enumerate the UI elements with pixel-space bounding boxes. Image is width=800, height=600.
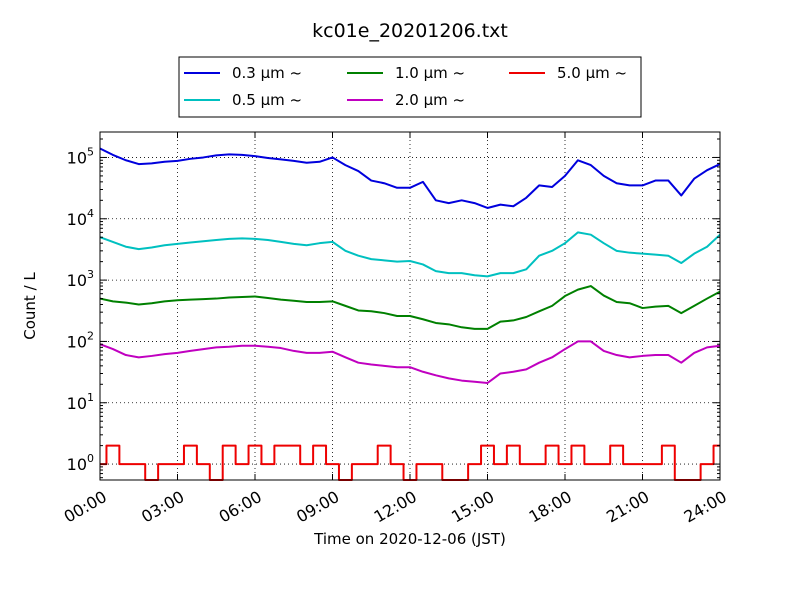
- series-line-3: [99, 285, 721, 330]
- x-axis-label: Time on 2020-12-06 (JST): [313, 530, 506, 548]
- y-axis-label: Count / L: [21, 272, 39, 340]
- x-tick-label: 12:00: [371, 487, 420, 527]
- legend-label: 5.0 μm ~: [557, 64, 627, 82]
- series-line-1: [99, 147, 721, 209]
- x-tick-label: 15:00: [448, 487, 497, 527]
- legend-label: 1.0 μm ~: [395, 64, 465, 82]
- y-tick-label: 105: [67, 145, 94, 167]
- grid: [100, 132, 720, 480]
- legend-box: [178, 56, 642, 118]
- x-tick-label: 03:00: [138, 487, 187, 527]
- y-tick-label: 104: [67, 207, 94, 229]
- x-tick-label: 21:00: [603, 487, 652, 527]
- legend-label: 0.3 μm ~: [232, 64, 302, 82]
- y-tick-label: 102: [67, 329, 94, 351]
- legend-label: 0.5 μm ~: [232, 91, 302, 109]
- x-tick-label: 06:00: [216, 487, 265, 527]
- x-tick-label: 24:00: [681, 487, 730, 527]
- series-line-2: [99, 231, 721, 278]
- x-tick-label: 09:00: [293, 487, 342, 527]
- legend: 0.3 μm ~ 0.5 μm ~ 1.0 μm ~ 2.0 μm ~ 5.0 μm ~: [178, 56, 642, 118]
- x-axis: 00:00 03:00 06:00 09:00 12:00 15:00 18:00 21:00…: [61, 132, 730, 527]
- legend-label: 2.0 μm ~: [395, 91, 465, 109]
- series-line-5: [100, 444, 720, 481]
- y-tick-label: 101: [67, 391, 94, 413]
- y-tick-label: 100: [67, 452, 94, 474]
- chart-title: kc01e_20201206.txt: [312, 20, 508, 42]
- y-axis: 100 101 102 103 104 105: [67, 138, 720, 479]
- series-layer: [99, 147, 721, 481]
- x-tick-label: 18:00: [526, 487, 575, 527]
- x-tick-label: 00:00: [61, 487, 110, 527]
- y-tick-label: 103: [67, 268, 94, 290]
- series-line-4: [99, 340, 721, 384]
